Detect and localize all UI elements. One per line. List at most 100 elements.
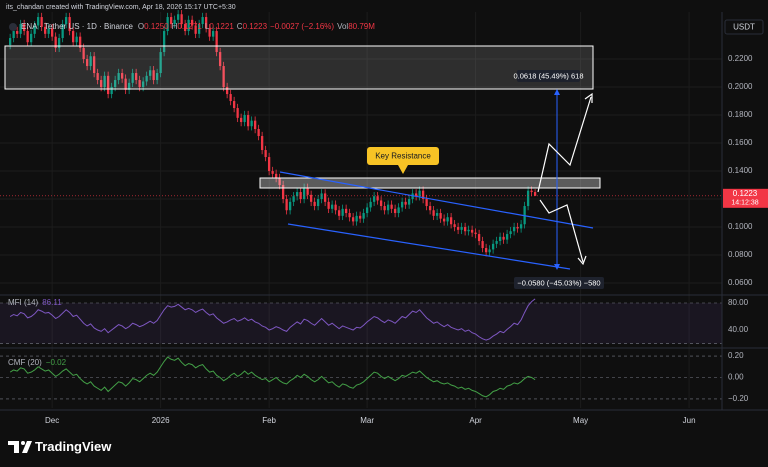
- candle-body: [281, 185, 285, 200]
- candle-body: [159, 52, 162, 74]
- candle-body: [40, 17, 43, 27]
- indicator-tick-label: −0.20: [728, 394, 749, 403]
- candle-body: [400, 201, 404, 208]
- candle-body: [397, 207, 400, 214]
- x-tick-label: May: [573, 416, 588, 425]
- indicator-line: [9, 298, 536, 341]
- candle-body: [253, 120, 257, 130]
- ohlc-value: 0.1221: [209, 22, 234, 31]
- currency[interactable]: USDT: [733, 23, 755, 32]
- candle-body: [33, 25, 36, 34]
- candle-body: [446, 217, 449, 222]
- candle-body: [267, 157, 271, 172]
- candle-body: [418, 190, 421, 197]
- brand[interactable]: TradingView: [8, 439, 112, 454]
- candle-body: [509, 231, 512, 235]
- y-tick-label: 0.0800: [728, 250, 753, 259]
- candle-body: [323, 193, 327, 202]
- credit: its_chandan created with TradingView.com…: [6, 4, 236, 11]
- candle-body: [327, 201, 330, 209]
- candle-body: [481, 241, 484, 249]
- indicator-tick-label: 0.20: [728, 351, 744, 360]
- candle-body: [456, 227, 460, 230]
- measure-down-arrow: [554, 264, 560, 270]
- candle-body: [505, 234, 509, 240]
- measure-down-box: [514, 277, 604, 289]
- candle-body: [106, 75, 110, 95]
- candle-body: [222, 66, 225, 88]
- candle-body: [449, 217, 453, 225]
- candle-body: [257, 129, 260, 137]
- candle-body: [278, 178, 281, 186]
- candle-body: [442, 218, 446, 222]
- candle-body: [176, 14, 180, 20]
- candle-body: [453, 224, 456, 228]
- candle-body: [533, 192, 537, 196]
- volume-key: Vol: [337, 22, 348, 31]
- measure-up-arrow: [554, 89, 560, 95]
- candle-body: [92, 56, 96, 74]
- marks: [0, 10, 722, 398]
- candle-body: [295, 192, 299, 197]
- symbol: ENA · Tether US · 1D · Binance: [21, 22, 133, 31]
- candle-body: [215, 31, 218, 53]
- candle-body: [155, 73, 159, 81]
- candle-body: [236, 108, 239, 118]
- candle-body: [460, 227, 463, 230]
- indicator-tick-label: 80.00: [728, 298, 749, 307]
- indicator-line: [9, 356, 536, 398]
- candle-body: [64, 17, 68, 25]
- candle-body: [502, 236, 505, 240]
- projection-down: [539, 199, 584, 263]
- indicator-band: [0, 303, 722, 344]
- mfi-value: 86.11: [42, 298, 62, 307]
- candle-body: [463, 227, 467, 232]
- channel-lower: [287, 223, 571, 270]
- candle-body: [187, 19, 190, 32]
- mfi-legend: MFI (14) 86.11: [8, 298, 62, 307]
- candle-body: [169, 17, 173, 25]
- y-tick-label: 0.2200: [728, 54, 753, 63]
- ohlc-value: 0.1223: [243, 22, 268, 31]
- candle-body: [358, 215, 362, 219]
- candle-body: [197, 24, 201, 34]
- candle-body: [239, 117, 243, 123]
- currency-box[interactable]: [724, 19, 764, 35]
- x-tick-label: Apr: [469, 416, 482, 425]
- y-tick-label: 0.0600: [728, 278, 753, 287]
- ohlc-value: 0.1250: [144, 22, 169, 31]
- indicator-tick-label: 40.00: [728, 325, 749, 334]
- candle-body: [194, 25, 197, 34]
- candle-body: [519, 224, 523, 229]
- candle-body: [264, 150, 267, 158]
- brand-icon-dot: [21, 441, 25, 445]
- callout-box: [367, 147, 439, 165]
- candle-body: [138, 80, 141, 88]
- candle-body: [470, 229, 474, 233]
- candle-body: [96, 73, 99, 81]
- candle-body: [372, 196, 376, 202]
- candle-body: [183, 24, 187, 32]
- measure-down-label: −0.0580 (−45.03%) −580: [517, 278, 600, 287]
- candle-body: [243, 115, 246, 123]
- projection-up-head: [584, 92, 593, 103]
- candle-body: [127, 82, 131, 90]
- candle-body: [383, 206, 386, 211]
- candle-body: [341, 208, 344, 216]
- ohlc-key: L: [205, 22, 210, 31]
- candle-body: [8, 38, 12, 46]
- candle-body: [250, 120, 253, 127]
- projection-down-head: [577, 255, 587, 266]
- drawings: 0.0618 (45.49%) 618 −0.0580 (−45.03%) −5…: [4, 45, 604, 289]
- candle-body: [306, 187, 309, 195]
- candle-body: [271, 171, 274, 174]
- candle-body: [365, 207, 369, 214]
- candle-body: [89, 56, 92, 67]
- candle-body: [22, 24, 26, 32]
- candle-body: [61, 24, 64, 39]
- ohlc-key: O: [138, 22, 144, 31]
- candle-body: [523, 206, 526, 225]
- candle-body: [379, 200, 383, 207]
- candle-body: [467, 229, 470, 232]
